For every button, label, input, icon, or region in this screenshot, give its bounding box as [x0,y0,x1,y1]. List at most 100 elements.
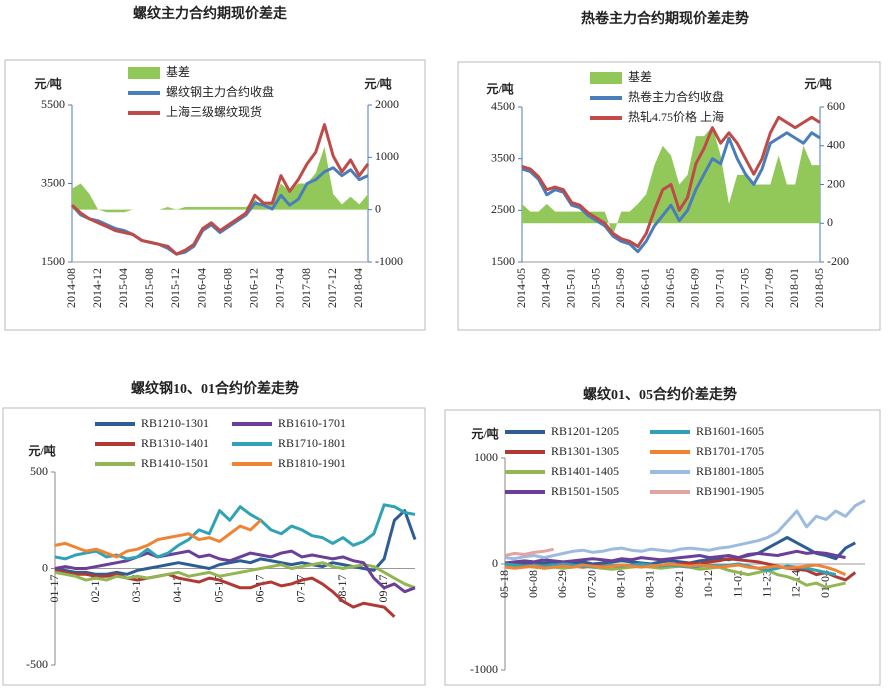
y2-tick-label: 2000 [375,97,399,111]
legend-label: 热卷主力合约收盘 [628,89,724,104]
x-tick-label: 12-14 [789,570,803,598]
y-tick-label: 1500 [491,254,515,268]
x-tick-label: 2017-12 [325,268,339,308]
line [54,568,396,618]
x-tick-label: 01-17 [47,575,61,603]
legend-label: 螺纹钢主力合约收盘 [166,84,274,99]
legend-label: RB1301-1305 [551,444,619,458]
x-tick-label: 08-10 [614,570,628,598]
y-tick-label: 3500 [41,175,65,189]
x-tick-label: 2018-01 [787,268,801,308]
x-tick-label: 06-17 [252,575,266,603]
y-tick-label: 1500 [41,254,65,268]
y-tick-label: 0 [42,560,48,574]
legend-label: RB1710-1801 [278,436,346,450]
legend-label: RB1201-1205 [551,424,619,438]
line [54,519,262,559]
line [521,131,821,254]
x-tick-label: 06-08 [526,570,540,598]
legend-label: 热轧4.75价格 上海 [628,109,724,124]
y-tick-label: 3500 [491,150,515,164]
panel [4,59,426,331]
x-tick-label: 11-23 [759,570,773,598]
y-axis-label: 元/吨 [486,81,513,96]
x-tick-label: 08-31 [643,570,657,598]
x-tick-label: 2015-09 [613,268,627,308]
x-tick-label: 2016-04 [194,268,208,308]
x-tick-label: 2014-05 [514,268,528,308]
y2-axis-label: 元/吨 [364,76,391,91]
x-tick-label: 2014-12 [90,268,104,308]
y-tick-label: 4500 [491,99,515,113]
line [504,549,846,565]
line [70,123,370,256]
chart-title: 螺纹主力合约期现价差走 [133,5,288,22]
legend-label: RB1310-1401 [141,436,209,450]
y2-tick-label: 0 [375,201,381,215]
x-tick-label: 2017-05 [737,268,751,308]
y-axis-label: 元/吨 [34,76,61,91]
y2-tick-label: 400 [827,138,845,152]
x-tick-label: 2018-05 [812,268,826,308]
line [54,561,416,590]
x-tick-label: 07-20 [584,570,598,598]
y-tick-label: 1000 [474,450,498,464]
x-tick-label: 2016-09 [688,268,702,308]
legend-label: RB1701-1705 [696,444,764,458]
x-tick-label: 2015-12 [168,268,182,308]
line [504,547,554,557]
y2-tick-label: 200 [827,176,845,190]
legend-label: RB1401-1405 [551,464,619,478]
line [504,562,847,576]
x-tick-label: 2016-01 [638,268,652,308]
panel [444,409,881,686]
x-tick-label: 2016-08 [220,268,234,308]
line [521,115,821,248]
line [54,503,416,561]
chart-title: 热卷主力合约期现价差走势 [581,10,749,27]
x-tick-label: 2016-12 [247,268,261,308]
legend-label: RB1210-1301 [141,416,209,430]
x-tick-label: 11-02 [730,570,744,598]
x-tick-label: 2017-09 [762,268,776,308]
panel [2,407,426,686]
line [70,166,369,256]
legend-label: RB1901-1905 [696,484,764,498]
y2-tick-label: 0 [827,215,833,229]
x-tick-label: 06-29 [555,570,569,598]
x-tick-label: 2015-01 [563,268,577,308]
y2-axis-label: 元/吨 [804,76,831,91]
x-tick-label: 05-18 [497,570,511,598]
x-tick-label: 2016-05 [663,268,677,308]
legend-label: RB1801-1805 [696,464,764,478]
y2-tick-label: 1000 [375,149,399,163]
x-tick-label: 02-17 [88,575,102,603]
line [54,549,416,594]
chart-title: 螺纹01、05合约价差走势 [583,386,737,403]
x-tick-label: 2017-01 [712,268,726,308]
legend-label: RB1601-1605 [696,424,764,438]
y-axis-label: 元/吨 [471,426,498,441]
x-tick-label: 03-17 [129,575,143,603]
legend-swatch [590,72,622,84]
x-tick-label: 04-17 [170,575,184,603]
y-axis-label: 元/吨 [28,443,55,458]
legend-label: RB1610-1701 [278,416,346,430]
area [522,126,820,235]
x-tick-label: 2015-05 [588,268,602,308]
area [72,146,368,213]
y-tick-label: -1000 [470,662,498,676]
line [504,499,866,561]
legend-label: 上海三级螺纹现货 [166,104,262,119]
y-tick-label: 5500 [41,97,65,111]
legend-label: 基差 [166,65,190,79]
legend-label: RB1410-1501 [141,456,209,470]
y-tick-label: 500 [30,464,48,478]
y-tick-label: -500 [26,657,48,671]
y2-tick-label: 600 [827,99,845,113]
legend-label: RB1810-1901 [278,456,346,470]
y-tick-label: 2500 [491,202,515,216]
x-tick-label: 2014-09 [539,268,553,308]
legend-swatch [128,67,160,79]
